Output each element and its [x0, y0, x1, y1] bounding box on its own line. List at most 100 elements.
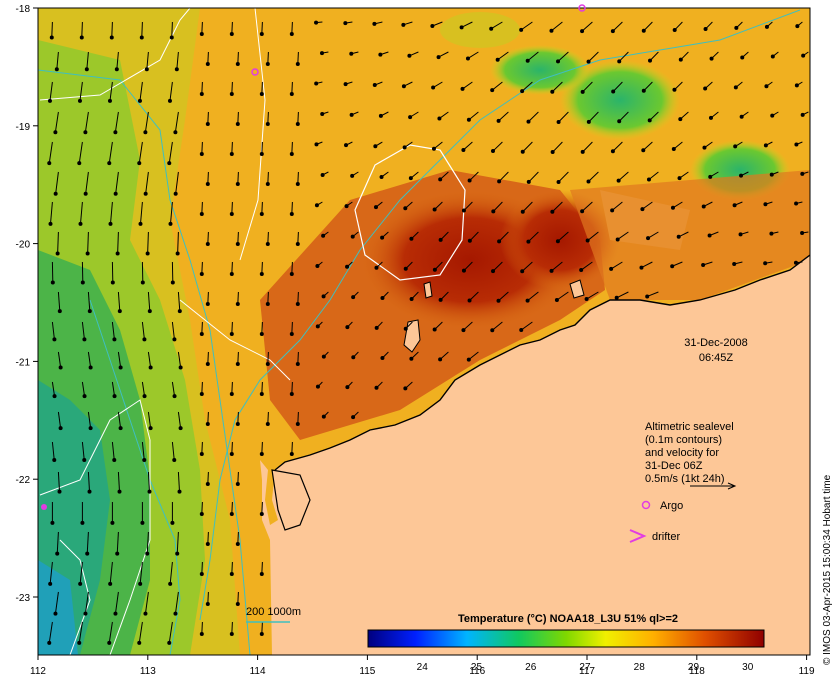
velocity-arrow — [528, 231, 539, 242]
velocity-arrow-head — [199, 331, 204, 336]
velocity-arrow — [81, 21, 83, 38]
velocity-arrow — [469, 231, 479, 242]
velocity-arrow-head — [229, 151, 234, 156]
velocity-arrow-head — [580, 29, 585, 34]
velocity-arrow-head — [113, 191, 118, 196]
velocity-arrow-head — [519, 327, 524, 332]
velocity-arrow-head — [47, 640, 52, 645]
lon-tick-label: 117 — [579, 666, 595, 677]
velocity-arrow — [463, 201, 473, 211]
velocity-arrow-head — [490, 88, 495, 93]
velocity-arrow-head — [403, 206, 408, 211]
velocity-arrow — [581, 201, 593, 212]
velocity-arrow — [612, 81, 623, 92]
velocity-arrow — [111, 21, 113, 38]
velocity-arrow-head — [199, 91, 204, 96]
velocity-arrow-head — [109, 35, 114, 40]
velocity-arrow-head — [585, 238, 590, 243]
velocity-arrow — [147, 471, 151, 492]
velocity-arrow — [647, 231, 659, 239]
velocity-arrow-head — [491, 209, 496, 214]
velocity-arrow-head — [107, 640, 112, 645]
velocity-arrow-head — [117, 489, 122, 494]
velocity-arrow — [78, 621, 83, 643]
velocity-arrow — [141, 381, 146, 397]
velocity-arrow-head — [52, 458, 57, 463]
velocity-arrow-head — [235, 541, 240, 546]
velocity-arrow — [649, 111, 659, 121]
velocity-arrow — [551, 21, 563, 32]
velocity-arrow-head — [295, 361, 300, 366]
velocity-arrow-head — [205, 301, 210, 306]
velocity-arrow-head — [794, 142, 799, 147]
velocity-arrow-head — [670, 264, 675, 269]
velocity-arrow-head — [289, 211, 294, 216]
velocity-arrow-head — [646, 177, 651, 182]
velocity-arrow-head — [770, 113, 775, 118]
velocity-arrow-head — [87, 309, 92, 314]
velocity-arrow-head — [229, 631, 234, 636]
velocity-arrow-head — [556, 119, 561, 124]
velocity-arrow-head — [167, 161, 172, 166]
velocity-arrow-head — [431, 85, 436, 90]
velocity-arrow-head — [467, 298, 472, 303]
velocity-arrow-head — [438, 357, 443, 362]
velocity-arrow-head — [372, 83, 377, 88]
velocity-arrow — [498, 291, 509, 302]
velocity-arrow — [520, 21, 533, 31]
velocity-arrow-head — [235, 601, 240, 606]
colorbar-ticks: 24 25 26 27 28 29 30 — [417, 662, 754, 673]
velocity-arrow-head — [57, 489, 62, 494]
velocity-arrow — [551, 81, 563, 93]
velocity-arrow-head — [58, 365, 63, 370]
velocity-arrow — [490, 21, 503, 30]
velocity-arrow — [642, 201, 653, 210]
velocity-arrow — [556, 291, 569, 301]
velocity-arrow-head — [83, 611, 88, 616]
velocity-arrow — [231, 21, 233, 35]
velocity-arrow-head — [739, 173, 744, 178]
velocity-arrow-head — [646, 236, 651, 241]
velocity-arrow-head — [738, 232, 743, 237]
velocity-arrow-head — [147, 309, 152, 314]
velocity-arrow — [51, 21, 53, 38]
velocity-arrow — [649, 51, 659, 61]
velocity-arrow — [171, 381, 176, 397]
velocity-arrow — [170, 201, 173, 224]
velocity-arrow — [171, 321, 175, 340]
colorbar-tick-label: 27 — [579, 662, 591, 673]
velocity-arrow-head — [707, 233, 712, 238]
velocity-arrow — [117, 351, 122, 368]
velocity-arrow-head — [703, 26, 708, 31]
velocity-arrow-head — [321, 414, 326, 419]
velocity-arrow — [522, 141, 533, 153]
map-field — [38, 8, 810, 655]
velocity-arrow-head — [740, 55, 745, 60]
velocity-arrow-head — [112, 458, 117, 463]
velocity-arrow — [168, 621, 173, 643]
velocity-arrow-head — [88, 426, 93, 431]
velocity-arrow-head — [556, 59, 561, 64]
velocity-arrow — [528, 111, 539, 122]
velocity-arrow-head — [145, 551, 150, 556]
velocity-arrow — [108, 621, 113, 643]
velocity-arrow-head — [617, 59, 622, 64]
velocity-arrow-head — [50, 280, 55, 285]
velocity-arrow-head — [52, 337, 57, 342]
velocity-arrow-head — [87, 489, 92, 494]
velocity-arrow-head — [265, 61, 270, 66]
velocity-arrow-head — [265, 421, 270, 426]
velocity-arrow — [147, 411, 152, 429]
colorbar-title: Temperature (°C) NOAA18_L3U 51% ql>=2 — [458, 613, 678, 625]
velocity-arrow-head — [678, 117, 683, 122]
velocity-arrow-head — [525, 58, 530, 63]
velocity-arrow — [109, 81, 113, 101]
velocity-arrow — [491, 321, 503, 331]
velocity-arrow — [56, 531, 59, 554]
velocity-arrow-head — [235, 301, 240, 306]
velocity-arrow-head — [461, 208, 466, 213]
velocity-arrow-head — [172, 458, 177, 463]
velocity-arrow — [527, 291, 539, 301]
velocity-arrow — [557, 231, 569, 242]
velocity-arrow-head — [140, 280, 145, 285]
